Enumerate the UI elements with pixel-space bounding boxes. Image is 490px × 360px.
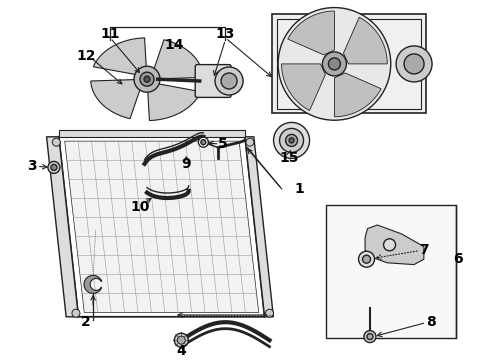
Bar — [272, 14, 426, 113]
Circle shape — [280, 129, 303, 152]
Text: 13: 13 — [216, 27, 235, 41]
Polygon shape — [282, 64, 325, 111]
Polygon shape — [288, 11, 335, 55]
Circle shape — [221, 73, 237, 89]
Circle shape — [201, 140, 206, 145]
Circle shape — [322, 52, 346, 76]
Bar — [326, 205, 456, 338]
Text: 9: 9 — [181, 157, 191, 171]
Polygon shape — [147, 84, 201, 121]
Polygon shape — [65, 141, 259, 312]
Circle shape — [359, 251, 374, 267]
Circle shape — [328, 58, 341, 70]
Circle shape — [140, 72, 154, 86]
Polygon shape — [93, 38, 147, 75]
Polygon shape — [59, 130, 245, 137]
Circle shape — [72, 309, 80, 317]
Polygon shape — [47, 137, 78, 317]
Circle shape — [134, 66, 160, 92]
Circle shape — [363, 255, 370, 263]
Text: 1: 1 — [294, 182, 304, 196]
Circle shape — [177, 336, 185, 344]
Circle shape — [404, 54, 424, 74]
Polygon shape — [245, 137, 273, 317]
Circle shape — [364, 330, 376, 343]
Circle shape — [286, 134, 297, 147]
Circle shape — [174, 333, 188, 347]
Polygon shape — [335, 73, 381, 117]
Circle shape — [367, 334, 373, 339]
Circle shape — [384, 239, 395, 251]
Circle shape — [396, 46, 432, 82]
FancyBboxPatch shape — [195, 64, 231, 98]
Text: 11: 11 — [100, 27, 120, 41]
Text: 4: 4 — [176, 344, 186, 358]
Circle shape — [48, 161, 60, 174]
Text: 10: 10 — [130, 200, 149, 214]
Polygon shape — [84, 275, 101, 293]
Polygon shape — [91, 80, 141, 119]
Text: 2: 2 — [81, 315, 91, 329]
Circle shape — [215, 67, 243, 95]
Circle shape — [278, 8, 391, 120]
Circle shape — [266, 309, 273, 317]
Polygon shape — [343, 17, 387, 64]
Circle shape — [198, 137, 208, 147]
Circle shape — [289, 138, 294, 143]
Text: 8: 8 — [426, 315, 436, 329]
Text: 3: 3 — [27, 159, 37, 172]
Text: 14: 14 — [164, 38, 184, 52]
Circle shape — [246, 138, 254, 146]
Text: 15: 15 — [279, 152, 299, 165]
Circle shape — [52, 138, 60, 146]
Polygon shape — [365, 225, 424, 265]
Text: 6: 6 — [453, 252, 463, 266]
Text: 5: 5 — [218, 137, 228, 151]
Text: 7: 7 — [419, 243, 429, 257]
Polygon shape — [153, 40, 203, 79]
Circle shape — [144, 76, 150, 82]
Circle shape — [51, 165, 57, 170]
Circle shape — [273, 122, 310, 158]
Text: 12: 12 — [76, 49, 96, 63]
